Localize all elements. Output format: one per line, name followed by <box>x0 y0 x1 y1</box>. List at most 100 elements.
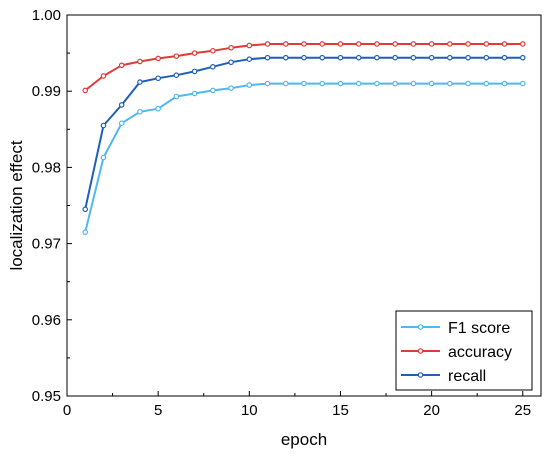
data-point <box>392 80 398 87</box>
data-point <box>501 41 508 47</box>
data-point <box>483 54 490 61</box>
data-point <box>210 64 216 70</box>
data-point <box>501 54 508 61</box>
data-point <box>519 41 526 47</box>
data-point <box>337 41 344 47</box>
data-point <box>465 54 471 61</box>
data-point <box>319 54 326 61</box>
data-point <box>374 80 380 87</box>
ticks-layer: 0 5 10 15 20 25 0.95 0.96 0.97 0.98 0.99 1.00 <box>32 7 531 419</box>
data-point <box>483 80 490 87</box>
data-point <box>82 206 89 213</box>
data-point <box>246 56 253 62</box>
data-point <box>355 80 362 87</box>
data-point <box>264 54 271 61</box>
data-point <box>465 41 471 47</box>
y-axis-title: localization effect <box>7 140 26 270</box>
data-point <box>483 41 490 47</box>
data-point <box>155 55 161 62</box>
legend: F1 score accuracy recall <box>395 310 533 391</box>
data-point <box>301 41 307 47</box>
data-point <box>410 41 417 47</box>
data-point <box>519 54 526 61</box>
legend-marker <box>417 348 424 354</box>
data-point <box>374 41 380 47</box>
series-accuracy <box>82 41 526 94</box>
data-point <box>228 44 234 51</box>
data-point <box>428 41 435 47</box>
data-point <box>374 54 380 61</box>
data-point <box>173 72 180 78</box>
x-axis-title: epoch <box>281 430 327 449</box>
series-line <box>84 56 523 210</box>
data-point <box>264 80 271 87</box>
data-point <box>337 80 344 87</box>
data-point <box>410 80 417 87</box>
data-point <box>246 82 253 88</box>
data-point <box>137 79 143 85</box>
data-point <box>155 105 161 112</box>
data-point <box>355 54 362 61</box>
data-point <box>100 73 107 79</box>
data-point <box>447 41 453 47</box>
data-point <box>100 154 107 161</box>
y-tick-label: 0.96 <box>32 312 61 329</box>
data-point <box>264 41 271 47</box>
data-point <box>447 54 453 61</box>
data-point <box>246 42 253 49</box>
y-tick-label: 0.97 <box>32 236 61 253</box>
legend-marker <box>417 324 424 330</box>
data-point <box>118 62 125 69</box>
series-layer <box>82 41 526 235</box>
data-point <box>100 122 107 129</box>
series-f1-score <box>82 80 526 235</box>
data-point <box>337 54 344 61</box>
data-point <box>501 80 508 87</box>
data-point <box>301 80 307 87</box>
data-point <box>210 87 216 94</box>
data-point <box>319 80 326 87</box>
data-point <box>82 229 89 235</box>
y-tick-label: 1.00 <box>32 7 61 24</box>
data-point <box>118 102 125 108</box>
data-point <box>282 54 289 61</box>
series-recall <box>82 54 526 213</box>
data-point <box>319 41 326 47</box>
data-point <box>392 54 398 61</box>
legend-item: recall <box>401 368 486 385</box>
legend-item: accuracy <box>401 344 512 361</box>
data-point <box>118 120 125 127</box>
data-point <box>355 41 362 47</box>
legend-label: accuracy <box>448 344 512 361</box>
data-point <box>228 59 234 66</box>
data-point <box>410 54 417 61</box>
data-point <box>519 80 526 87</box>
legend-label: F1 score <box>448 320 510 337</box>
x-tick-label: 0 <box>63 402 71 419</box>
legend-marker <box>417 372 424 378</box>
data-point <box>82 87 89 94</box>
data-point <box>137 58 143 65</box>
x-tick-label: 15 <box>332 402 349 419</box>
data-point <box>465 80 471 87</box>
data-point <box>173 93 180 100</box>
data-point <box>137 108 143 115</box>
data-point <box>191 68 198 75</box>
data-point <box>428 54 435 61</box>
y-tick-label: 0.98 <box>32 159 61 176</box>
data-point <box>210 48 216 54</box>
data-point <box>191 50 198 56</box>
x-tick-label: 5 <box>154 402 162 419</box>
x-tick-label: 25 <box>514 402 531 419</box>
y-tick-label: 0.99 <box>32 83 61 100</box>
data-point <box>428 80 435 87</box>
data-point <box>155 75 161 82</box>
data-point <box>301 54 307 61</box>
y-tick-label: 0.95 <box>32 388 61 405</box>
data-point <box>191 90 198 97</box>
x-tick-label: 10 <box>241 402 258 419</box>
data-point <box>282 41 289 47</box>
legend-item: F1 score <box>401 320 510 337</box>
data-point <box>447 80 453 87</box>
